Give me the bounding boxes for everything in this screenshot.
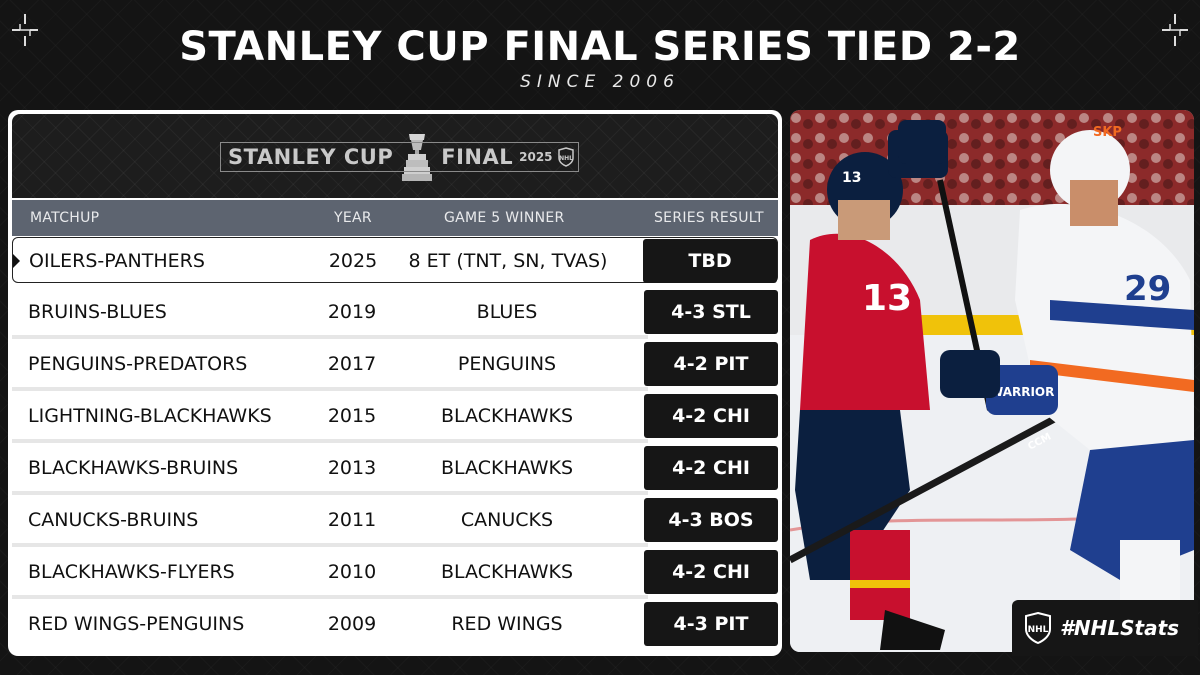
winner-cell: RED WINGS <box>451 613 563 635</box>
logo-left-text: STANLEY CUP <box>228 145 394 169</box>
row-divider <box>12 543 648 547</box>
winner-cell: BLUES <box>476 301 538 323</box>
winner-cell: 8 ET (TNT, SN, TVAS) <box>408 250 608 272</box>
left-player-helmet-number: 13 <box>842 170 861 186</box>
matchup-cell: PENGUINS-PREDATORS <box>28 353 248 375</box>
winner-cell: CANUCKS <box>460 509 554 531</box>
year-cell: 2010 <box>327 561 377 583</box>
matchup-cell: CANUCKS-BRUINS <box>28 509 199 531</box>
table-row: BRUINS-BLUES 2019 BLUES 4-3 STL <box>12 289 778 339</box>
matchup-cell: LIGHTNING-BLACKHAWKS <box>28 405 272 427</box>
stanley-cup-icon <box>402 134 433 181</box>
table-row: OILERS-PANTHERS 2025 8 ET (TNT, SN, TVAS… <box>12 237 778 283</box>
table-header-banner: STANLEY CUP FINAL 2025 NHL <box>12 114 778 198</box>
table-row: PENGUINS-PREDATORS 2017 PENGUINS 4-2 PIT <box>12 341 778 391</box>
hashtag-badge: NHL #NHLStats <box>1012 600 1198 656</box>
right-player-jersey-number: 29 <box>1124 269 1171 309</box>
current-row-pointer-icon <box>13 254 20 268</box>
result-cell: 4-2 CHI <box>644 394 778 438</box>
stanley-cup-final-logo: STANLEY CUP FINAL 2025 NHL <box>220 132 579 182</box>
row-divider <box>12 439 648 443</box>
corner-ornament-icon <box>1162 14 1188 46</box>
helmet-sponsor-text: SKP <box>1093 125 1122 140</box>
left-player-jersey-number: 13 <box>862 278 912 319</box>
result-cell: 4-2 PIT <box>644 342 778 386</box>
year-cell: 2011 <box>327 509 377 531</box>
result-cell: 4-3 BOS <box>644 498 778 542</box>
winner-cell: BLACKHAWKS <box>441 457 573 479</box>
year-cell: 2013 <box>327 457 377 479</box>
column-header-year: YEAR <box>334 210 372 226</box>
table-row: LIGHTNING-BLACKHAWKS 2015 BLACKHAWKS 4-2… <box>12 393 778 443</box>
logo-year: 2025 <box>519 150 553 164</box>
winner-cell: BLACKHAWKS <box>441 405 573 427</box>
page-title: STANLEY CUP FINAL SERIES TIED 2-2 <box>179 24 1021 70</box>
page-subtitle: SINCE 2006 <box>520 72 680 92</box>
matchup-cell: OILERS-PANTHERS <box>29 250 205 272</box>
svg-text:NHL: NHL <box>559 155 573 162</box>
year-cell: 2025 <box>328 250 378 272</box>
column-header-result: SERIES RESULT <box>654 210 764 226</box>
result-cell: 4-2 CHI <box>644 550 778 594</box>
nhl-shield-icon: NHL <box>557 147 574 167</box>
result-cell: TBD <box>643 239 777 283</box>
matchup-cell: BLACKHAWKS-BRUINS <box>28 457 239 479</box>
result-cell: 4-3 PIT <box>644 602 778 646</box>
column-header-matchup: MATCHUP <box>30 210 100 226</box>
logo-right-text: FINAL <box>441 145 514 169</box>
corner-ornament-icon <box>12 14 38 46</box>
table-row: RED WINGS-PENGUINS 2009 RED WINGS 4-3 PI… <box>12 601 778 647</box>
matchup-cell: BLACKHAWKS-FLYERS <box>28 561 235 583</box>
year-cell: 2009 <box>327 613 377 635</box>
nhl-shield-icon: NHL <box>1025 612 1051 644</box>
year-cell: 2015 <box>327 405 377 427</box>
column-header-winner: GAME 5 WINNER <box>444 210 565 226</box>
result-cell: 4-2 CHI <box>644 446 778 490</box>
hashtag-text: #NHLStats <box>1060 616 1180 640</box>
result-cell: 4-3 STL <box>644 290 778 334</box>
game-action-photo: 13 13 CCM SKP 29 WARRIOR <box>790 110 1194 652</box>
matchup-cell: BRUINS-BLUES <box>28 301 167 323</box>
table-row: CANUCKS-BRUINS 2011 CANUCKS 4-3 BOS <box>12 497 778 547</box>
column-header-row: MATCHUP YEAR GAME 5 WINNER SERIES RESULT <box>12 200 778 236</box>
table-row: BLACKHAWKS-BRUINS 2013 BLACKHAWKS 4-2 CH… <box>12 445 778 495</box>
year-cell: 2017 <box>327 353 377 375</box>
table-row: BLACKHAWKS-FLYERS 2010 BLACKHAWKS 4-2 CH… <box>12 549 778 599</box>
row-divider <box>12 491 648 495</box>
row-divider <box>12 595 648 599</box>
svg-text:NHL: NHL <box>1028 625 1049 635</box>
hockey-players-illustration: 13 13 CCM SKP 29 WARRIOR <box>790 110 1194 652</box>
row-divider <box>12 387 648 391</box>
matchup-cell: RED WINGS-PENGUINS <box>28 613 245 635</box>
winner-cell: PENGUINS <box>457 353 557 375</box>
winner-cell: BLACKHAWKS <box>441 561 573 583</box>
year-cell: 2019 <box>327 301 377 323</box>
glove-brand-text: WARRIOR <box>990 385 1054 399</box>
results-table-panel: STANLEY CUP FINAL 2025 NHL MATCHUP YEAR … <box>8 110 782 656</box>
row-divider <box>12 335 648 339</box>
